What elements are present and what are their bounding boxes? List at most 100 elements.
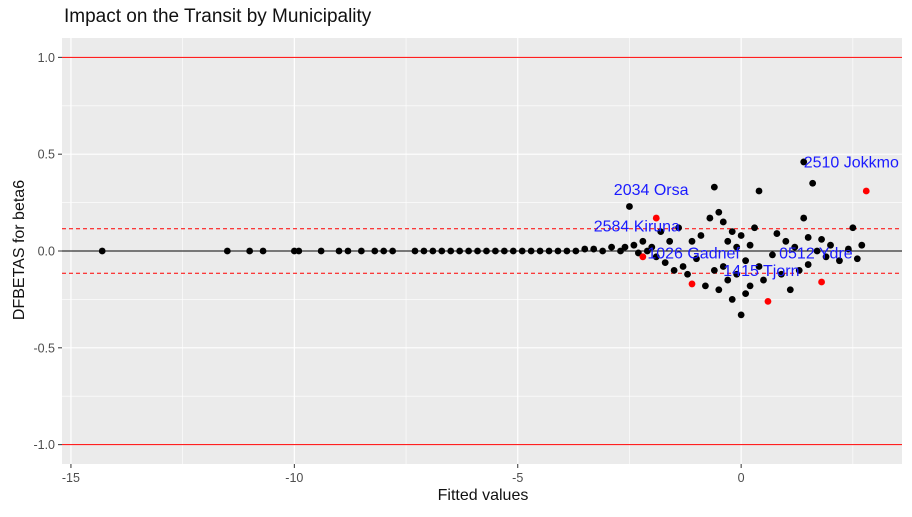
data-point: [447, 247, 455, 255]
data-point: [746, 241, 754, 249]
data-point: [710, 183, 718, 191]
data-point: [795, 266, 803, 274]
point-annotation: 1026 Gadnef: [647, 246, 740, 263]
data-point: [626, 203, 633, 210]
data-point: [98, 247, 106, 255]
data-point: [527, 247, 535, 255]
x-tick-label: 0: [738, 471, 745, 485]
point-annotation: 1415 Tjorn: [723, 263, 799, 280]
data-point: [755, 187, 763, 195]
data-point: [809, 179, 817, 187]
data-point: [813, 247, 821, 255]
data-point: [634, 249, 642, 257]
data-point: [706, 214, 714, 222]
axis-ticks: -15 -10 -5 0 -1.0 -0.5 0.0 0.5 1.0: [33, 51, 744, 485]
data-point: [688, 237, 696, 245]
data-point: [500, 247, 508, 255]
point-annotations: 2510 Jokkmo 2034 Orsa 2584 Kiruna 1026 Gadn…: [594, 155, 899, 280]
data-point: [733, 270, 741, 278]
data-point: [608, 243, 615, 251]
data-point: [639, 237, 647, 245]
data-point: [782, 237, 790, 245]
data-point: [652, 253, 660, 261]
data-point: [715, 286, 723, 294]
data-point: [836, 257, 843, 265]
data-point: [675, 224, 682, 232]
data-point: [737, 311, 745, 319]
data-point: [563, 247, 571, 255]
data-point: [800, 214, 808, 222]
data-point: [246, 247, 254, 255]
data-point: [719, 263, 727, 270]
data-point: [827, 241, 834, 249]
data-point: [742, 290, 750, 297]
highlighted-data-point: [764, 297, 772, 305]
data-point: [518, 247, 526, 255]
data-point: [429, 247, 437, 255]
data-point: [357, 247, 365, 255]
data-point: [804, 261, 812, 268]
y-tick-label: -1.0: [33, 438, 55, 452]
y-tick-label: -0.5: [33, 341, 55, 355]
data-point: [509, 247, 517, 255]
x-axis-label: Fitted values: [437, 487, 529, 504]
data-point: [724, 237, 732, 245]
data-point: [733, 243, 741, 251]
data-point: [465, 247, 472, 255]
data-point: [791, 243, 799, 251]
reference-lines: [62, 56, 902, 446]
data-point: [742, 257, 750, 265]
point-annotation: 2510 Jokkmo: [804, 155, 899, 172]
data-point: [295, 247, 303, 255]
data-point: [849, 224, 857, 232]
x-tick-label: -5: [512, 471, 523, 485]
chart-title: Impact on the Transit by Municipality: [64, 6, 372, 27]
data-point: [858, 241, 866, 249]
data-point: [630, 241, 638, 249]
data-point: [679, 263, 687, 270]
data-point: [380, 247, 388, 255]
data-point: [844, 245, 852, 253]
data-point: [800, 158, 808, 166]
highlighted-data-point: [818, 278, 825, 286]
data-point: [804, 234, 812, 241]
data-point: [737, 232, 745, 239]
data-point: [643, 247, 651, 255]
data-point: [697, 232, 705, 239]
data-point: [545, 247, 553, 255]
point-annotation: 0512 Ydre: [779, 246, 853, 263]
data-point: [728, 228, 736, 236]
y-tick-label: 0.0: [38, 245, 55, 259]
x-tick-label: -10: [285, 471, 303, 485]
data-point: [755, 263, 763, 270]
point-annotation: 2584 Kiruna: [594, 219, 680, 236]
data-point: [853, 255, 861, 263]
data-point: [822, 253, 830, 261]
data-point: [693, 255, 700, 263]
data-point: [684, 270, 691, 278]
data-point: [760, 276, 767, 284]
data-point: [670, 266, 678, 274]
data-point: [746, 282, 754, 290]
data-point: [724, 276, 732, 284]
data-point: [728, 296, 736, 303]
data-point: [344, 247, 352, 255]
y-tick-label: 0.5: [38, 148, 55, 162]
data-point: [420, 247, 428, 255]
data-point: [715, 208, 723, 216]
data-point: [438, 247, 446, 255]
data-point: [581, 245, 589, 253]
data-point: [554, 247, 562, 255]
data-point: [590, 245, 598, 253]
data-point: [335, 247, 343, 255]
data-point: [769, 251, 776, 259]
data-point: [786, 286, 794, 294]
highlighted-data-point: [639, 253, 647, 261]
data-point: [259, 247, 267, 255]
highlighted-data-point: [688, 280, 696, 288]
data-point: [657, 228, 665, 236]
data-point: [389, 247, 397, 255]
data-point: [483, 247, 490, 255]
data-point: [599, 247, 607, 255]
